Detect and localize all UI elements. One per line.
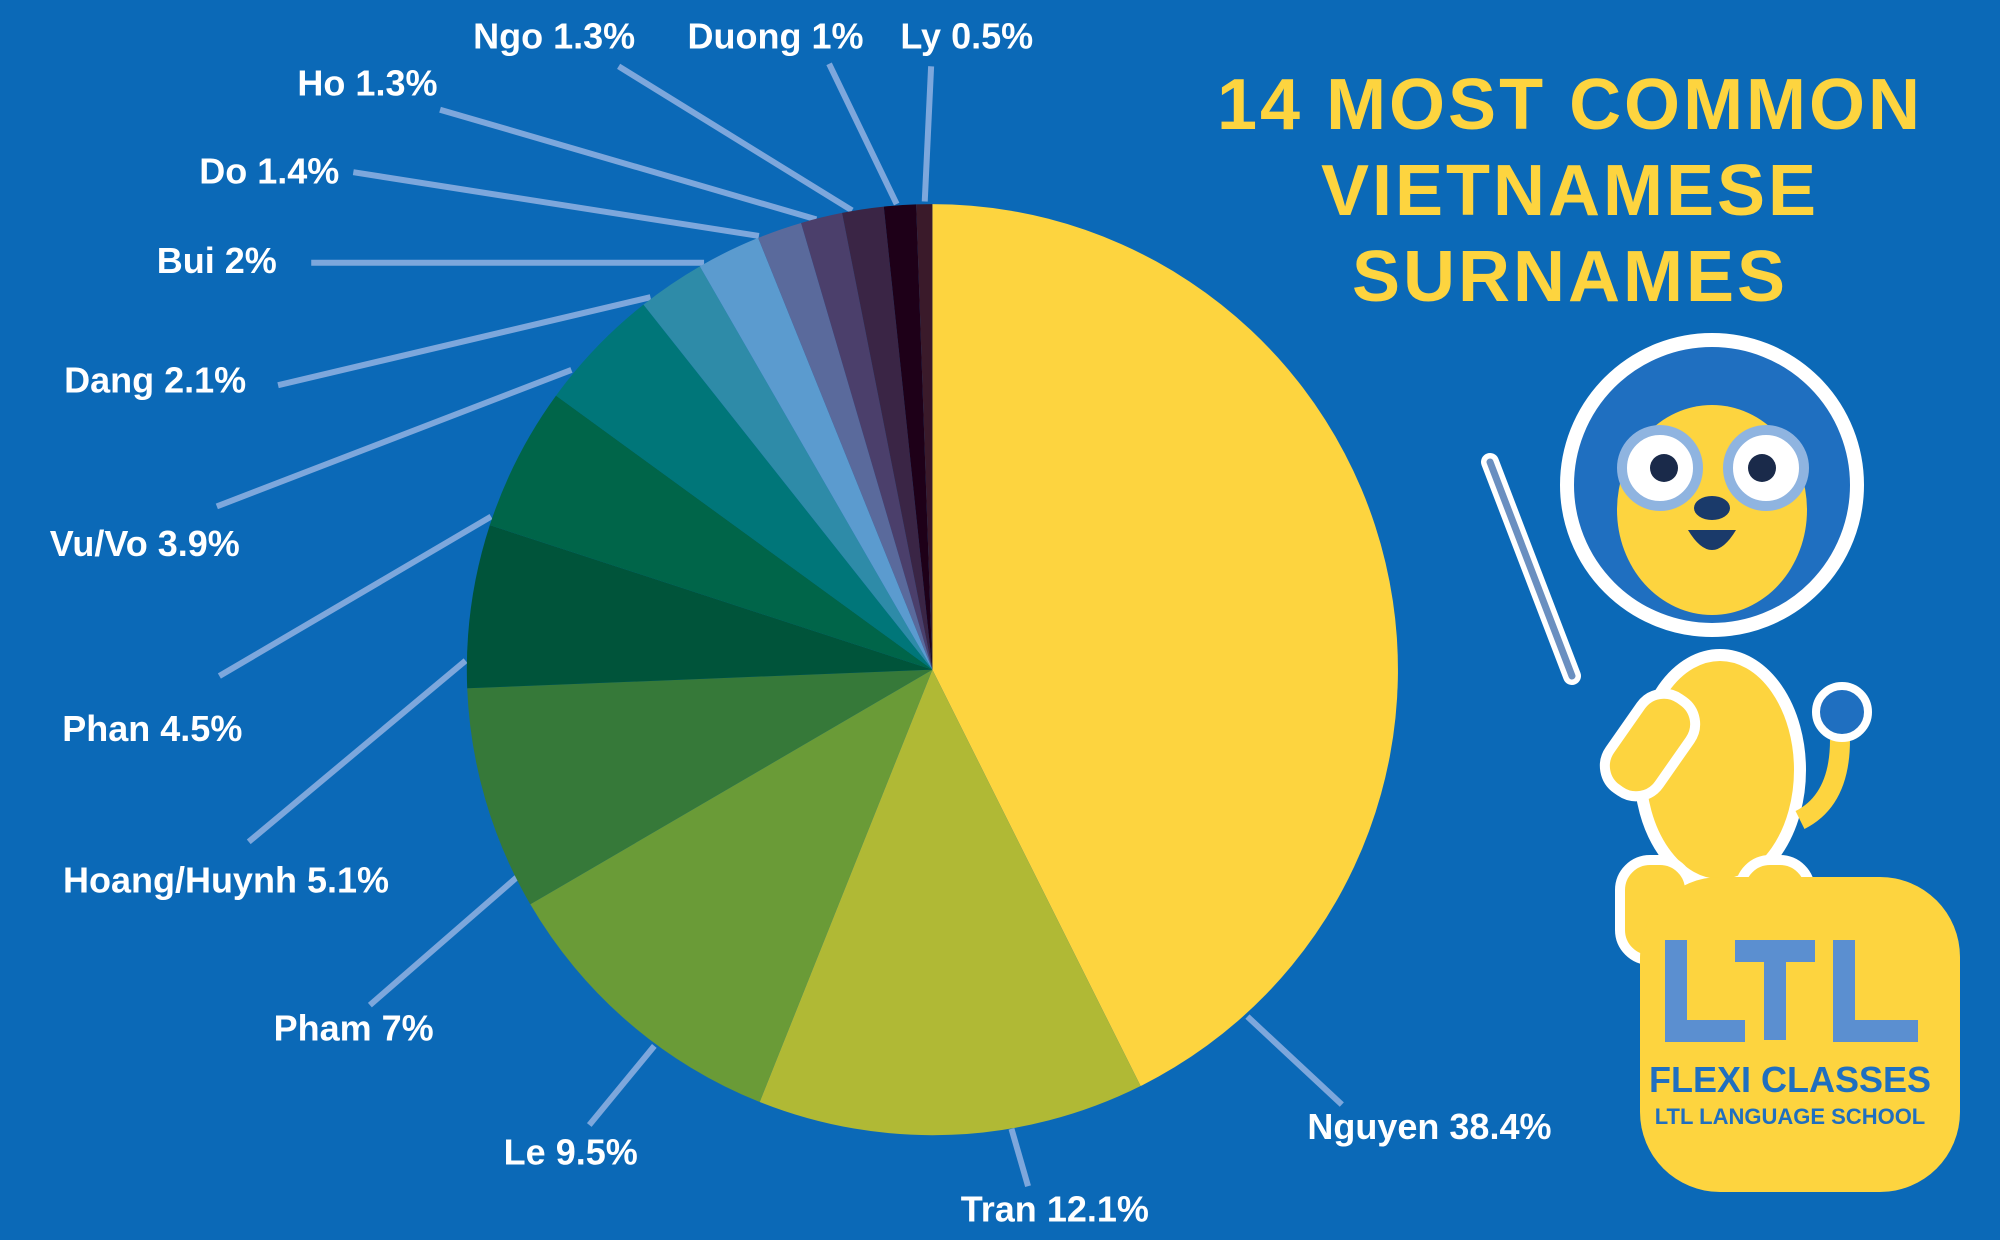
slices <box>466 204 1398 1136</box>
slice <box>758 222 933 670</box>
leader-line <box>367 875 519 1008</box>
slice <box>556 304 933 670</box>
label-value: 2.1% <box>164 359 246 400</box>
slice <box>883 204 933 670</box>
slice-label: Pham 7% <box>274 1007 434 1048</box>
leader-line <box>246 658 468 845</box>
chart-title: 14 MOST COMMON VIETNAMESE SURNAMES <box>1216 65 1924 317</box>
slice-label: Nguyen 38.4% <box>1307 1105 1551 1146</box>
label-value: 2% <box>225 239 277 280</box>
label-name: Dang <box>64 359 154 400</box>
mascot <box>1481 333 1872 965</box>
slice-label: Dang 2.1% <box>64 359 246 400</box>
leader-line <box>277 294 652 389</box>
label-value: 1.3% <box>355 62 437 103</box>
leader-line <box>826 62 900 206</box>
slice <box>932 204 1398 1087</box>
slice-label: Bui 2% <box>157 239 277 280</box>
label-value: 12.1% <box>1047 1188 1149 1229</box>
leader-line <box>617 63 854 214</box>
label-value: 5.1% <box>307 859 389 900</box>
slice <box>489 395 933 670</box>
logo-text: FLEXI CLASSES <box>1649 1059 1931 1100</box>
logo-subtext: LTL LANGUAGE SCHOOL <box>1655 1104 1926 1129</box>
leader-line <box>215 367 573 510</box>
label-value: 0.5% <box>951 15 1033 56</box>
label-name: Ly <box>900 15 941 56</box>
leader-line <box>921 66 935 202</box>
slice <box>759 669 1141 1136</box>
label-name: Ho <box>297 62 345 103</box>
slice <box>842 206 933 670</box>
slice <box>466 525 933 689</box>
label-name: Phan <box>62 707 150 748</box>
slice-label: Ly 0.5% <box>900 15 1033 56</box>
slice <box>801 212 933 670</box>
leader-line <box>439 106 818 223</box>
label-name: Nguyen <box>1307 1105 1439 1146</box>
slice <box>530 669 933 1102</box>
slice-label: Ngo 1.3% <box>473 15 635 56</box>
label-value: 7% <box>382 1007 434 1048</box>
label-value: 4.5% <box>160 707 242 748</box>
slice <box>467 669 933 905</box>
label-name: Hoang/Huynh <box>63 859 297 900</box>
slice-label: Hoang/Huynh 5.1% <box>63 859 389 900</box>
label-value: 38.4% <box>1449 1105 1551 1146</box>
label-name: Pham <box>274 1007 372 1048</box>
logo: FLEXI CLASSES LTL LANGUAGE SCHOOL <box>1640 877 1960 1192</box>
label-name: Bui <box>157 239 215 280</box>
label-name: Do <box>199 150 247 191</box>
label-name: Duong <box>687 15 801 56</box>
label-value: 3.9% <box>158 522 240 563</box>
leader-line <box>217 513 493 679</box>
leader-line <box>1008 1127 1031 1188</box>
slice-label: Vu/Vo 3.9% <box>50 522 240 563</box>
labels: Nguyen 38.4% Tran 12.1% Le 9.5% Pham 7% Hoan… <box>50 15 1552 1229</box>
slice-label: Tran 12.1% <box>961 1188 1149 1229</box>
slice-label: Le 9.5% <box>504 1131 638 1172</box>
label-value: 1.3% <box>553 15 635 56</box>
slice-label: Ho 1.3% <box>297 62 437 103</box>
leader-line <box>1245 1014 1344 1107</box>
leader-line <box>586 1044 657 1127</box>
slice-label: Phan 4.5% <box>62 707 242 748</box>
slice <box>643 266 933 670</box>
label-value: 1% <box>811 15 863 56</box>
label-value: 9.5% <box>556 1131 638 1172</box>
label-name: Vu/Vo <box>50 522 148 563</box>
slice <box>699 237 933 670</box>
slice-label: Do 1.4% <box>199 150 339 191</box>
label-value: 1.4% <box>257 150 339 191</box>
leader-lines <box>215 62 1344 1188</box>
label-name: Ngo <box>473 15 543 56</box>
label-name: Tran <box>961 1188 1037 1229</box>
slice-label: Duong 1% <box>687 15 863 56</box>
slice <box>916 204 933 670</box>
label-name: Le <box>504 1131 546 1172</box>
leader-line <box>352 169 760 239</box>
